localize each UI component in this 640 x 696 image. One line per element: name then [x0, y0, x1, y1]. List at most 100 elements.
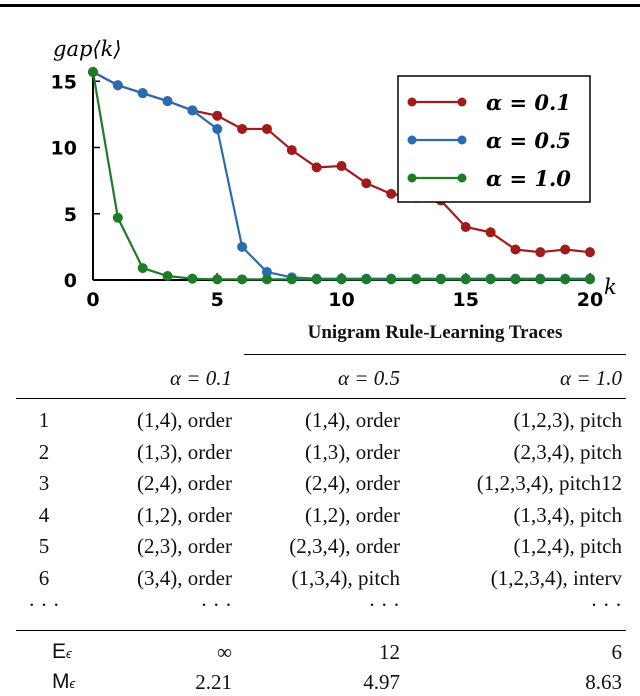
- legend-marker: [407, 97, 417, 107]
- chart-legend: α = 0.1 α = 0.5 α = 1.0: [397, 75, 591, 203]
- x-axis-label: k: [604, 275, 617, 299]
- summary-label-subscript: ϵ: [69, 676, 76, 691]
- legend-marker: [457, 173, 467, 183]
- y-tick-label: 5: [64, 204, 77, 226]
- x-tick-label: 10: [328, 289, 354, 311]
- x-tick-label: 0: [86, 289, 99, 311]
- header-rule: [16, 398, 626, 399]
- data-point: [261, 274, 272, 285]
- data-point: [336, 161, 347, 172]
- data-point: [162, 271, 173, 282]
- data-point: [187, 105, 198, 116]
- table-cell: (1,3,4), pitch: [513, 502, 622, 527]
- data-point: [361, 178, 372, 189]
- table-cell: (2,4), order: [304, 471, 400, 495]
- table-cell: (2,3,4), pitch: [513, 439, 622, 464]
- data-point: [187, 273, 198, 284]
- summary-label: Eϵ: [52, 640, 72, 663]
- legend-marker: [457, 97, 467, 107]
- data-point: [560, 274, 571, 285]
- summary-cell: 2.21: [195, 670, 232, 694]
- x-tick-label: 5: [211, 289, 224, 311]
- data-point: [411, 274, 422, 285]
- data-point: [212, 110, 223, 121]
- table-caption: Unigram Rule-Learning Traces: [307, 322, 563, 343]
- table-cell: (1,3,4), pitch: [291, 565, 400, 590]
- y-tick-label: 10: [51, 138, 77, 160]
- summary-cell: ∞: [217, 640, 232, 664]
- data-point: [162, 96, 173, 107]
- summary-cell: 12: [379, 640, 400, 664]
- data-point: [311, 162, 322, 173]
- legend-label: α = 0.5: [486, 128, 571, 153]
- series-2: [88, 66, 595, 285]
- data-point: [485, 274, 496, 285]
- data-point: [212, 274, 223, 285]
- data-point: [510, 244, 521, 255]
- summary-cell: 4.97: [363, 670, 400, 694]
- table-cell: · · ·: [28, 593, 60, 617]
- data-point: [112, 212, 123, 223]
- legend-marker: [407, 135, 417, 145]
- header-col-a: α = 0.1: [170, 366, 232, 390]
- data-point: [585, 274, 595, 285]
- data-point: [361, 274, 372, 285]
- table-cell: 2: [38, 439, 50, 464]
- summary-cell: 8.63: [585, 670, 622, 694]
- data-point: [585, 247, 595, 258]
- table-cell: (1,2,3,4), pitch12: [476, 471, 622, 495]
- table-cell: (2,3), order: [136, 534, 232, 558]
- data-point: [286, 274, 297, 285]
- data-point: [510, 274, 521, 285]
- data-point: [112, 80, 123, 91]
- table-cell: (1,2,4), pitch: [513, 534, 622, 558]
- data-point: [286, 145, 297, 156]
- data-point: [237, 274, 248, 285]
- data-point: [535, 274, 546, 285]
- legend-label: α = 0.1: [486, 90, 571, 115]
- table-cell: 5: [38, 534, 50, 558]
- table-cell: (3,4), order: [136, 565, 232, 590]
- table-cell: (2,3,4), order: [289, 534, 400, 558]
- data-point: [237, 241, 248, 252]
- summary-label: Mϵ: [52, 670, 76, 693]
- summary-cell: 6: [611, 640, 623, 664]
- legend-label: α = 1.0: [486, 166, 571, 191]
- table-cell: 4: [38, 502, 50, 527]
- table-cell: 3: [38, 471, 50, 495]
- table-cell: 1: [38, 408, 50, 432]
- summary-rule: [16, 630, 626, 631]
- y-axis-label: gap⟨k⟩: [53, 37, 122, 61]
- x-tick-label: 15: [453, 289, 479, 311]
- data-point: [311, 274, 322, 285]
- data-point: [435, 274, 446, 285]
- caption-rule: [244, 354, 626, 355]
- table-cell: (1,2), order: [136, 502, 232, 527]
- data-point: [137, 88, 148, 99]
- table-cell: (1,4), order: [136, 408, 232, 432]
- table-cell: · · ·: [368, 593, 400, 617]
- table-cell: 6: [38, 565, 50, 590]
- table-cell: (1,2), order: [304, 502, 400, 527]
- table-cell: (1,4), order: [304, 408, 400, 432]
- table-cell: (1,3), order: [136, 439, 232, 464]
- data-point: [336, 274, 347, 285]
- table-cell: · · ·: [590, 593, 622, 617]
- data-point: [560, 244, 571, 255]
- summary-label-subscript: ϵ: [66, 646, 72, 661]
- table-cell: · · ·: [200, 593, 232, 617]
- data-point: [386, 188, 397, 199]
- data-point: [485, 227, 496, 238]
- data-point: [261, 123, 272, 134]
- data-point: [386, 274, 397, 285]
- legend-marker: [407, 173, 417, 183]
- legend-marker: [457, 135, 467, 145]
- table-cell: (1,2,3,4), interv: [490, 565, 622, 590]
- data-point: [535, 247, 546, 258]
- data-point: [212, 123, 223, 134]
- data-point: [237, 123, 248, 134]
- data-point: [460, 274, 471, 285]
- table-cell: (1,3), order: [304, 439, 400, 464]
- data-point: [137, 263, 148, 274]
